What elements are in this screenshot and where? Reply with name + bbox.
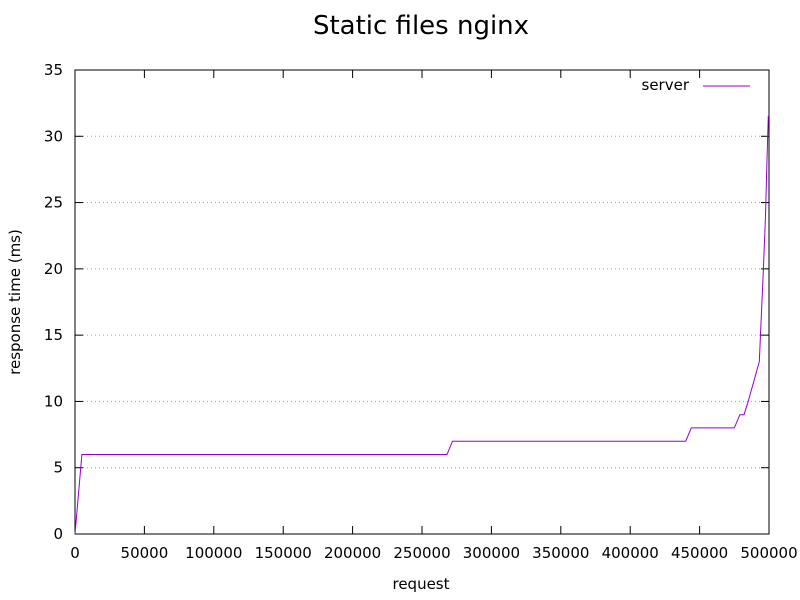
y-tick-label: 5 xyxy=(53,459,63,477)
y-tick-label: 25 xyxy=(44,194,63,212)
chart-title: Static files nginx xyxy=(313,11,529,41)
x-tick-label: 500000 xyxy=(740,544,797,562)
y-tick-label: 35 xyxy=(44,61,63,79)
x-tick-label: 450000 xyxy=(671,544,728,562)
x-tick-label: 350000 xyxy=(532,544,589,562)
y-axis-ticks: 0 5 10 15 20 25 30 35 xyxy=(44,61,769,543)
x-tick-label: 150000 xyxy=(255,544,312,562)
legend-label-server: server xyxy=(642,76,690,94)
plot-area-border xyxy=(74,69,770,535)
legend: server xyxy=(642,76,750,94)
y-tick-label: 10 xyxy=(44,392,63,410)
x-tick-label: 200000 xyxy=(324,544,381,562)
y-axis-label: response time (ms) xyxy=(6,229,24,375)
x-tick-label: 250000 xyxy=(393,544,450,562)
y-tick-label: 0 xyxy=(53,525,63,543)
y-tick-label: 30 xyxy=(44,127,63,145)
x-axis-label: request xyxy=(392,575,449,593)
x-tick-label: 300000 xyxy=(463,544,520,562)
series-server-line xyxy=(74,115,769,535)
x-tick-label: 100000 xyxy=(185,544,242,562)
y-tick-label: 20 xyxy=(44,260,63,278)
y-tick-label: 15 xyxy=(44,326,63,344)
x-axis-ticks: 0 50000 100000 150000 200000 250000 300000 3500… xyxy=(70,70,798,562)
x-tick-label: 0 xyxy=(70,544,80,562)
x-tick-label: 400000 xyxy=(602,544,659,562)
x-tick-label: 50000 xyxy=(121,544,169,562)
